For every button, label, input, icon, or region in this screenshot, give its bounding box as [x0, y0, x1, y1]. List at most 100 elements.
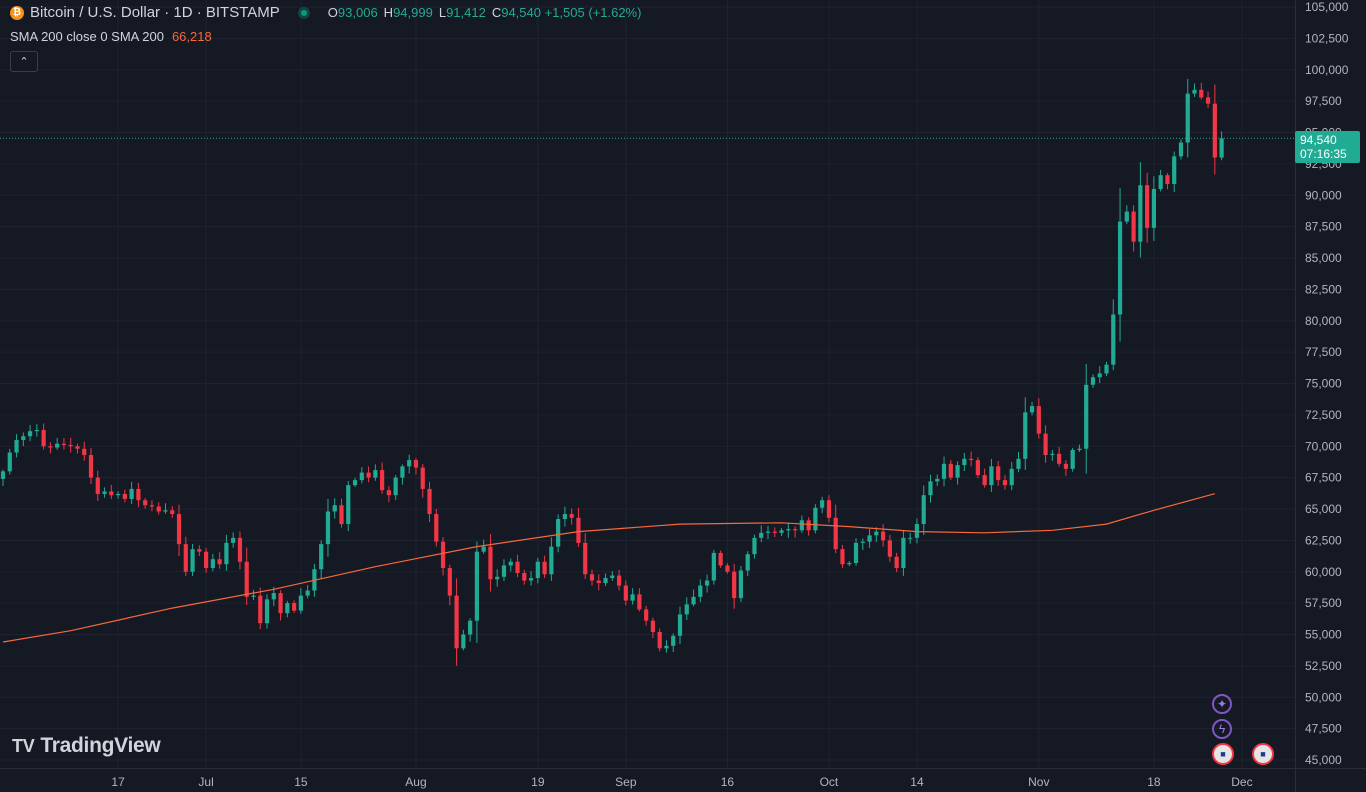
sparkle-event-icon[interactable]: ✦: [1212, 694, 1232, 714]
candle-body: [237, 537, 243, 562]
candle-body: [68, 444, 73, 447]
candle-body: [14, 439, 19, 453]
candle-body: [197, 549, 202, 552]
candle-body: [136, 488, 141, 501]
candle-body: [887, 540, 892, 557]
candle-body: [488, 546, 493, 580]
y-tick-label: 67,500: [1305, 471, 1342, 485]
candle-body: [928, 481, 933, 496]
candle-body: [129, 488, 134, 499]
candle-body: [271, 593, 276, 600]
candle-body: [170, 510, 175, 515]
candle-body: [806, 520, 811, 531]
candle-body: [1084, 384, 1089, 449]
candle-body: [332, 505, 337, 512]
sma200-line: [2, 493, 1215, 643]
candle-body: [1090, 377, 1096, 385]
candle-body: [231, 537, 236, 543]
candle-body: [637, 594, 642, 610]
candle-body: [684, 604, 689, 615]
candle-body: [1172, 156, 1177, 184]
y-tick-label: 62,500: [1305, 533, 1342, 547]
candle-body: [528, 578, 534, 581]
candle-body: [400, 466, 405, 478]
y-tick-label: 47,500: [1305, 722, 1342, 736]
candle-body: [542, 561, 547, 575]
us-flag-event-icon[interactable]: ■: [1212, 743, 1234, 765]
candle-body: [1043, 433, 1048, 456]
candle-body: [772, 531, 777, 533]
candle-body: [1070, 450, 1075, 469]
candle-body: [935, 478, 940, 482]
candle-body: [589, 574, 595, 581]
candle-body: [1111, 314, 1116, 365]
candle-body: [407, 460, 412, 467]
x-tick-label: Nov: [1028, 775, 1049, 789]
candle-body: [190, 549, 195, 572]
candle-body: [21, 436, 26, 440]
last-price-value: 94,540: [1300, 133, 1337, 147]
candle-body: [204, 551, 209, 568]
candle-body: [143, 500, 148, 506]
candle-body: [176, 514, 182, 545]
y-tick-label: 72,500: [1305, 408, 1342, 422]
candle-body: [359, 472, 364, 481]
symbol-header: ₿ Bitcoin / U.S. Dollar · 1D · BITSTAMP …: [10, 4, 641, 21]
tradingview-logo[interactable]: TV TradingView: [12, 734, 161, 758]
candle-body: [34, 429, 39, 432]
candle-body: [447, 567, 452, 596]
candle-body: [799, 520, 804, 531]
symbol-title[interactable]: Bitcoin / U.S. Dollar · 1D · BITSTAMP: [30, 4, 280, 21]
collapse-legend-button[interactable]: ⌃: [10, 51, 38, 72]
candle-body: [867, 535, 872, 542]
candle-body: [982, 475, 987, 486]
candle-body: [1077, 448, 1082, 451]
y-tick-label: 57,500: [1305, 596, 1342, 610]
us-flag-event-icon[interactable]: ■: [1252, 743, 1274, 765]
y-tick-label: 52,500: [1305, 659, 1342, 673]
y-tick-label: 82,500: [1305, 282, 1342, 296]
candle-body: [298, 595, 303, 611]
candle-body: [1097, 373, 1102, 378]
candle-body: [346, 485, 351, 525]
bitcoin-icon[interactable]: ₿: [10, 5, 24, 20]
candle-body: [61, 443, 67, 445]
candle-body: [535, 561, 540, 579]
candle-body: [738, 570, 744, 599]
candle-body: [278, 593, 283, 614]
candle-body: [461, 634, 466, 649]
candle-body: [610, 575, 615, 579]
candle-body: [1158, 175, 1163, 189]
x-tick-label: Jul: [198, 775, 213, 789]
candle-body: [27, 431, 33, 437]
candle-body: [1104, 364, 1109, 374]
x-tick-label: Sep: [615, 775, 637, 789]
candle-body: [244, 561, 249, 597]
candle-body: [711, 552, 716, 581]
x-tick-label: 17: [111, 775, 125, 789]
sma-indicator-legend[interactable]: SMA 200 close 0 SMA 200 66,218: [10, 29, 212, 44]
candle-body: [1212, 103, 1217, 158]
candle-body: [454, 595, 459, 649]
y-tick-label: 65,000: [1305, 502, 1342, 516]
candle-body: [413, 460, 419, 468]
y-tick-label: 90,000: [1305, 188, 1342, 202]
candle-body: [644, 609, 649, 621]
candle-body: [41, 429, 46, 447]
market-status-icon[interactable]: [297, 6, 310, 19]
candle-body: [1023, 412, 1028, 459]
candle-body: [468, 620, 473, 635]
close-key: C: [491, 5, 502, 20]
candle-body: [948, 463, 953, 478]
lightning-event-icon[interactable]: ϟ: [1212, 719, 1232, 739]
candle-body: [82, 448, 87, 456]
y-tick-label: 97,500: [1305, 94, 1342, 108]
x-tick-label: 18: [1147, 775, 1161, 789]
candle-body: [630, 594, 635, 601]
tradingview-wordmark: TradingView: [40, 734, 161, 757]
candle-body: [549, 546, 554, 575]
candle-body: [508, 561, 513, 566]
candle-body: [623, 585, 628, 601]
candle-body: [163, 510, 168, 512]
